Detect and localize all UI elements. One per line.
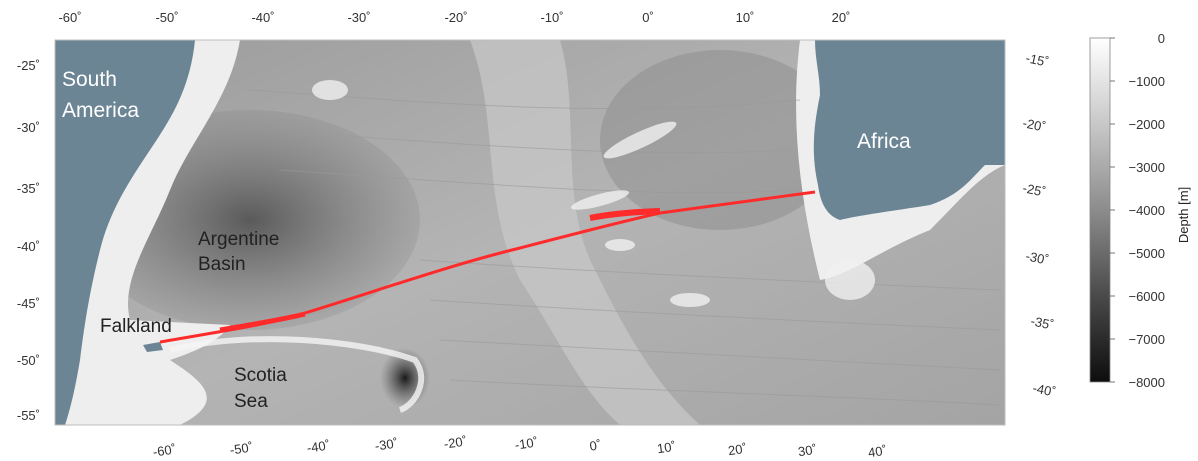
bottom-longitude-ticks: -60˚ -50˚ -40˚ -30˚ -20˚ -10˚ 0˚ 10˚ 20˚ 30˚ 40˚ bbox=[152, 434, 888, 461]
left-latitude-ticks: -25˚ -30˚ -35˚ -40˚ -45˚ -50˚ -55˚ bbox=[17, 58, 40, 423]
bottom-lon-tick-label: -50˚ bbox=[229, 440, 254, 458]
colorbar-tick-label: −8000 bbox=[1128, 375, 1165, 390]
bottom-lon-tick-label: 30˚ bbox=[797, 442, 818, 459]
angola-basin-depression bbox=[600, 50, 840, 230]
map-border bbox=[54, 39, 1006, 426]
bottom-lon-tick-label: -60˚ bbox=[152, 442, 177, 460]
left-lat-tick-label: -25˚ bbox=[17, 58, 40, 73]
colorbar-label: Depth [m] bbox=[1176, 187, 1191, 243]
top-lon-tick-label: -30˚ bbox=[347, 10, 370, 25]
left-lat-tick-label: -30˚ bbox=[17, 120, 40, 135]
scotia-arc bbox=[169, 336, 425, 413]
label-south-america-line1: South bbox=[62, 68, 117, 91]
label-falkland: Falkland bbox=[100, 316, 172, 337]
colorbar-tick-label: −4000 bbox=[1128, 203, 1165, 218]
bottom-lon-tick-label: 0˚ bbox=[589, 437, 603, 453]
map-panel bbox=[55, 40, 1005, 425]
label-scotia-line2: Sea bbox=[234, 391, 268, 412]
ship-track-wide-segment-2 bbox=[219, 311, 306, 333]
colorbar-tick-label: −3000 bbox=[1128, 160, 1165, 175]
falkland-islands bbox=[143, 342, 163, 352]
top-lon-tick-label: 20˚ bbox=[832, 10, 851, 25]
mid-atlantic-ridge bbox=[470, 40, 700, 425]
right-lat-tick-label: -40˚ bbox=[1031, 380, 1057, 399]
label-argentine-line2: Basin bbox=[198, 254, 246, 275]
top-lon-tick-label: 0˚ bbox=[642, 10, 654, 25]
colorbar-tick-label: 0 bbox=[1158, 31, 1165, 46]
top-lon-tick-label: -20˚ bbox=[444, 10, 467, 25]
top-lon-tick-label: 10˚ bbox=[736, 10, 755, 25]
right-lat-tick-label: -30˚ bbox=[1024, 248, 1050, 267]
colorbar-tick-label: −7000 bbox=[1128, 332, 1165, 347]
colorbar-tick-label: −6000 bbox=[1128, 289, 1165, 304]
label-scotia-line1: Scotia bbox=[234, 365, 287, 386]
colorbar-tick-label: −5000 bbox=[1128, 246, 1165, 261]
top-lon-tick-label: -10˚ bbox=[540, 10, 563, 25]
colorbar-gradient bbox=[1089, 37, 1111, 383]
label-argentine-line1: Argentine bbox=[198, 229, 279, 250]
label-africa: Africa bbox=[857, 130, 911, 153]
left-lat-tick-label: -40˚ bbox=[17, 239, 40, 254]
africa-land bbox=[813, 40, 1005, 220]
right-lat-tick-label: -25˚ bbox=[1021, 180, 1047, 199]
right-lat-tick-label: -20˚ bbox=[1021, 115, 1047, 134]
bottom-lon-tick-label: -20˚ bbox=[443, 434, 468, 452]
ship-track-wide-segment bbox=[589, 208, 661, 221]
bottom-lon-tick-label: 10˚ bbox=[656, 439, 677, 456]
depth-colorbar: 0 −1000 −2000 −3000 −4000 −5000 −6000 −7000 −800… bbox=[1089, 31, 1191, 390]
south-america-land bbox=[55, 40, 195, 425]
right-lat-tick-label: -35˚ bbox=[1029, 313, 1055, 332]
colorbar-tick-label: −2000 bbox=[1128, 117, 1165, 132]
top-lon-tick-label: -50˚ bbox=[155, 10, 178, 25]
bottom-lon-tick-label: -10˚ bbox=[514, 435, 539, 453]
top-lon-tick-label: -40˚ bbox=[251, 10, 274, 25]
label-south-america-line2: America bbox=[62, 99, 139, 122]
colorbar-tick-label: −1000 bbox=[1128, 74, 1165, 89]
region-labels: South America Africa Argentine Basin Fal… bbox=[62, 68, 911, 412]
colorbar-ticks: 0 −1000 −2000 −3000 −4000 −5000 −6000 −7000 −800… bbox=[1110, 31, 1165, 390]
right-lat-tick-label: -15˚ bbox=[1024, 50, 1050, 69]
left-lat-tick-label: -45˚ bbox=[17, 296, 40, 311]
seamounts bbox=[312, 80, 875, 307]
top-lon-tick-label: -60˚ bbox=[58, 10, 81, 25]
right-latitude-ticks: -15˚ -20˚ -25˚ -30˚ -35˚ -40˚ bbox=[1021, 50, 1057, 399]
bottom-lon-tick-label: -40˚ bbox=[306, 438, 331, 456]
top-longitude-ticks: -60˚ -50˚ -40˚ -30˚ -20˚ -10˚ 0˚ 10˚ 20˚ bbox=[58, 10, 850, 25]
left-lat-tick-label: -35˚ bbox=[17, 181, 40, 196]
left-lat-tick-label: -55˚ bbox=[17, 408, 40, 423]
bottom-lon-tick-label: -30˚ bbox=[374, 436, 399, 454]
bottom-lon-tick-label: 20˚ bbox=[727, 441, 748, 458]
left-lat-tick-label: -50˚ bbox=[17, 353, 40, 368]
bottom-lon-tick-label: 40˚ bbox=[867, 443, 888, 460]
